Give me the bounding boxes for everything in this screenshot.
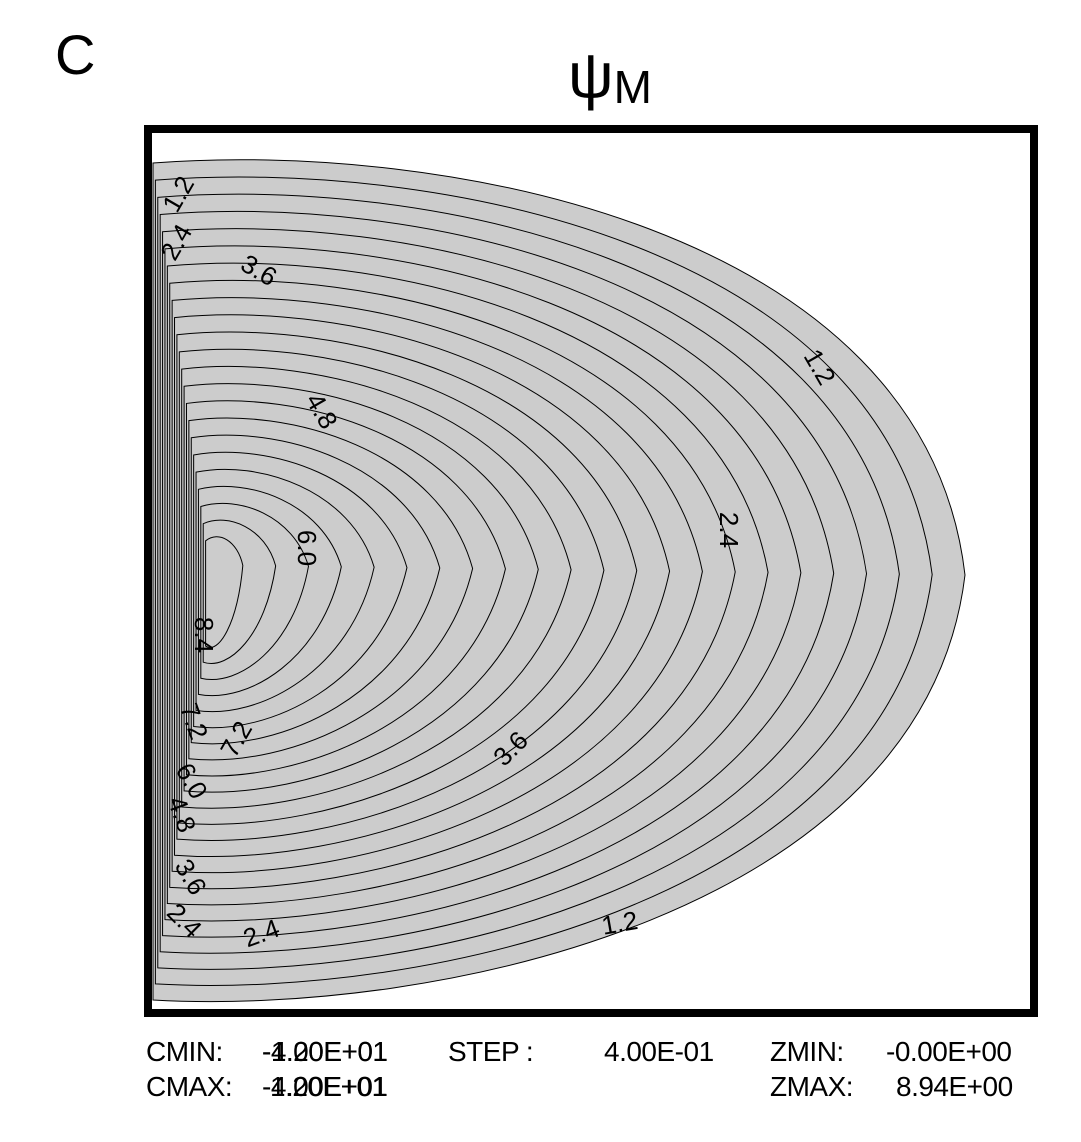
contour-line <box>193 451 408 729</box>
title-subscript: M <box>613 61 652 113</box>
cmin-value: -1.20E+01 <box>262 1036 388 1067</box>
zmax-label: ZMAX: <box>770 1071 854 1102</box>
plot-frame <box>144 125 1038 1017</box>
cmin-label: CMIN: <box>146 1036 223 1067</box>
cmax-value: 1.20E+01 <box>270 1071 387 1102</box>
contour-line <box>162 228 835 938</box>
contour-line <box>188 417 474 761</box>
cmax-overprint: -4.00E+01 <box>262 1071 388 1102</box>
contour-line <box>202 519 277 664</box>
contour-line <box>183 383 539 793</box>
contour-label: 8.4 <box>189 617 219 653</box>
contour-label: 1.2 <box>599 905 640 941</box>
step-value: 4.00E-01 <box>604 1036 714 1067</box>
contour-line <box>176 331 638 841</box>
contour-line <box>157 193 900 970</box>
contour-line <box>166 262 769 906</box>
chart-title: ψM <box>568 38 652 113</box>
contour-line <box>154 176 933 986</box>
contour-line <box>164 245 802 922</box>
contour-line <box>171 297 703 874</box>
contour-fill <box>152 159 966 1003</box>
zmin-value: -0.00E+00 <box>886 1036 1012 1067</box>
zmin-label: ZMIN: <box>770 1036 844 1067</box>
contour-line <box>197 485 342 696</box>
cmax-label: CMAX: <box>146 1071 233 1102</box>
contour-lines <box>152 159 966 1003</box>
contour-label: 6.0 <box>292 530 322 566</box>
zmax-value: 8.94E+00 <box>896 1071 1013 1102</box>
title-symbol: ψ <box>568 39 614 111</box>
contour-line <box>169 279 736 890</box>
contour-line <box>195 468 375 713</box>
contour-line <box>190 434 441 745</box>
contour-line <box>205 536 244 648</box>
cmin-overprint: -4.00E+01 <box>262 1036 388 1067</box>
contour-line <box>174 314 671 857</box>
contour-line <box>200 502 309 680</box>
contour-line <box>181 366 572 809</box>
contour-label: 2.4 <box>714 512 744 548</box>
contour-line <box>185 400 506 777</box>
contour-line <box>178 348 605 825</box>
step-label: STEP : <box>448 1036 534 1067</box>
panel-letter: C <box>55 23 96 86</box>
contour-line <box>159 210 868 954</box>
